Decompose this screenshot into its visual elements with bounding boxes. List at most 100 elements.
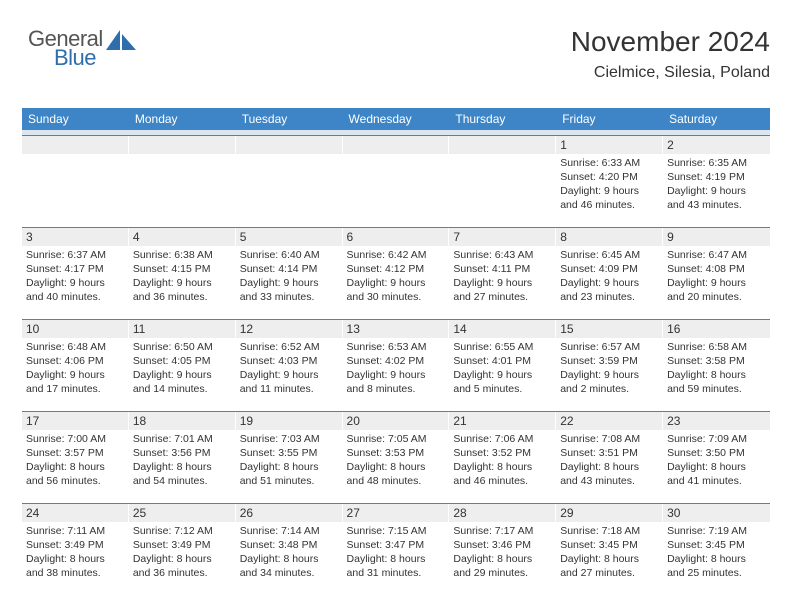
day-number: 28 — [449, 504, 556, 522]
sunrise-text: Sunrise: 6:33 AM — [560, 156, 659, 170]
sunrise-text: Sunrise: 6:47 AM — [667, 248, 766, 262]
day-number: 29 — [556, 504, 663, 522]
calendar-day: 9Sunrise: 6:47 AMSunset: 4:08 PMDaylight… — [663, 227, 770, 319]
sunrise-text: Sunrise: 6:53 AM — [347, 340, 446, 354]
calendar-day: 3Sunrise: 6:37 AMSunset: 4:17 PMDaylight… — [22, 227, 129, 319]
sail-icon — [106, 30, 140, 52]
day-content: Sunrise: 6:33 AMSunset: 4:20 PMDaylight:… — [556, 154, 663, 217]
sunset-text: Sunset: 4:14 PM — [240, 262, 339, 276]
calendar-week: 24Sunrise: 7:11 AMSunset: 3:49 PMDayligh… — [22, 503, 770, 595]
calendar-day: 6Sunrise: 6:42 AMSunset: 4:12 PMDaylight… — [343, 227, 450, 319]
calendar-day: 14Sunrise: 6:55 AMSunset: 4:01 PMDayligh… — [449, 319, 556, 411]
day-number: 23 — [663, 412, 770, 430]
calendar-week: 10Sunrise: 6:48 AMSunset: 4:06 PMDayligh… — [22, 319, 770, 411]
daylight-text: Daylight: 9 hours and 43 minutes. — [667, 184, 766, 212]
weekday-sun: Sunday — [22, 108, 129, 130]
sunset-text: Sunset: 3:45 PM — [667, 538, 766, 552]
calendar-day — [236, 135, 343, 227]
day-number: 8 — [556, 228, 663, 246]
daylight-text: Daylight: 8 hours and 31 minutes. — [347, 552, 446, 580]
day-content: Sunrise: 6:42 AMSunset: 4:12 PMDaylight:… — [343, 246, 450, 309]
daylight-text: Daylight: 8 hours and 34 minutes. — [240, 552, 339, 580]
daylight-text: Daylight: 9 hours and 5 minutes. — [453, 368, 552, 396]
calendar-day: 20Sunrise: 7:05 AMSunset: 3:53 PMDayligh… — [343, 411, 450, 503]
daylight-text: Daylight: 8 hours and 29 minutes. — [453, 552, 552, 580]
day-number: 22 — [556, 412, 663, 430]
day-content: Sunrise: 6:45 AMSunset: 4:09 PMDaylight:… — [556, 246, 663, 309]
daylight-text: Daylight: 8 hours and 46 minutes. — [453, 460, 552, 488]
day-content — [449, 154, 556, 212]
sunrise-text: Sunrise: 6:45 AM — [560, 248, 659, 262]
calendar-day: 10Sunrise: 6:48 AMSunset: 4:06 PMDayligh… — [22, 319, 129, 411]
day-content: Sunrise: 7:14 AMSunset: 3:48 PMDaylight:… — [236, 522, 343, 585]
day-number — [343, 136, 450, 154]
sunset-text: Sunset: 3:55 PM — [240, 446, 339, 460]
day-number: 24 — [22, 504, 129, 522]
day-content: Sunrise: 7:18 AMSunset: 3:45 PMDaylight:… — [556, 522, 663, 585]
calendar-day: 17Sunrise: 7:00 AMSunset: 3:57 PMDayligh… — [22, 411, 129, 503]
day-number: 4 — [129, 228, 236, 246]
day-number: 17 — [22, 412, 129, 430]
day-number — [449, 136, 556, 154]
day-content: Sunrise: 7:11 AMSunset: 3:49 PMDaylight:… — [22, 522, 129, 585]
sunrise-text: Sunrise: 7:17 AM — [453, 524, 552, 538]
calendar-day: 13Sunrise: 6:53 AMSunset: 4:02 PMDayligh… — [343, 319, 450, 411]
sunrise-text: Sunrise: 6:38 AM — [133, 248, 232, 262]
logo-text-blue: Blue — [28, 47, 103, 69]
month-title: November 2024 — [571, 26, 770, 58]
sunset-text: Sunset: 4:05 PM — [133, 354, 232, 368]
day-content: Sunrise: 7:19 AMSunset: 3:45 PMDaylight:… — [663, 522, 770, 585]
day-number: 6 — [343, 228, 450, 246]
sunset-text: Sunset: 3:56 PM — [133, 446, 232, 460]
day-content: Sunrise: 7:01 AMSunset: 3:56 PMDaylight:… — [129, 430, 236, 493]
daylight-text: Daylight: 9 hours and 36 minutes. — [133, 276, 232, 304]
day-content: Sunrise: 6:50 AMSunset: 4:05 PMDaylight:… — [129, 338, 236, 401]
sunset-text: Sunset: 3:58 PM — [667, 354, 766, 368]
day-content: Sunrise: 6:38 AMSunset: 4:15 PMDaylight:… — [129, 246, 236, 309]
day-number: 14 — [449, 320, 556, 338]
sunrise-text: Sunrise: 7:01 AM — [133, 432, 232, 446]
sunset-text: Sunset: 4:08 PM — [667, 262, 766, 276]
day-content: Sunrise: 7:00 AMSunset: 3:57 PMDaylight:… — [22, 430, 129, 493]
day-number: 2 — [663, 136, 770, 154]
calendar-day: 23Sunrise: 7:09 AMSunset: 3:50 PMDayligh… — [663, 411, 770, 503]
day-content: Sunrise: 7:03 AMSunset: 3:55 PMDaylight:… — [236, 430, 343, 493]
calendar-week: 17Sunrise: 7:00 AMSunset: 3:57 PMDayligh… — [22, 411, 770, 503]
day-content: Sunrise: 7:05 AMSunset: 3:53 PMDaylight:… — [343, 430, 450, 493]
sunrise-text: Sunrise: 7:15 AM — [347, 524, 446, 538]
weekday-sat: Saturday — [663, 108, 770, 130]
day-number: 18 — [129, 412, 236, 430]
calendar-day: 29Sunrise: 7:18 AMSunset: 3:45 PMDayligh… — [556, 503, 663, 595]
calendar-day: 30Sunrise: 7:19 AMSunset: 3:45 PMDayligh… — [663, 503, 770, 595]
day-content: Sunrise: 6:58 AMSunset: 3:58 PMDaylight:… — [663, 338, 770, 401]
daylight-text: Daylight: 9 hours and 17 minutes. — [26, 368, 125, 396]
sunrise-text: Sunrise: 6:42 AM — [347, 248, 446, 262]
sunrise-text: Sunrise: 7:19 AM — [667, 524, 766, 538]
daylight-text: Daylight: 8 hours and 48 minutes. — [347, 460, 446, 488]
daylight-text: Daylight: 9 hours and 33 minutes. — [240, 276, 339, 304]
day-number: 10 — [22, 320, 129, 338]
sunrise-text: Sunrise: 7:08 AM — [560, 432, 659, 446]
daylight-text: Daylight: 9 hours and 23 minutes. — [560, 276, 659, 304]
day-number: 5 — [236, 228, 343, 246]
day-content: Sunrise: 6:35 AMSunset: 4:19 PMDaylight:… — [663, 154, 770, 217]
sunrise-text: Sunrise: 7:03 AM — [240, 432, 339, 446]
day-number: 19 — [236, 412, 343, 430]
sunrise-text: Sunrise: 6:43 AM — [453, 248, 552, 262]
day-number: 1 — [556, 136, 663, 154]
day-number: 9 — [663, 228, 770, 246]
sunset-text: Sunset: 3:59 PM — [560, 354, 659, 368]
day-number: 27 — [343, 504, 450, 522]
calendar-week: 1Sunrise: 6:33 AMSunset: 4:20 PMDaylight… — [22, 135, 770, 227]
calendar-day: 7Sunrise: 6:43 AMSunset: 4:11 PMDaylight… — [449, 227, 556, 319]
day-number: 11 — [129, 320, 236, 338]
calendar-day: 15Sunrise: 6:57 AMSunset: 3:59 PMDayligh… — [556, 319, 663, 411]
daylight-text: Daylight: 8 hours and 36 minutes. — [133, 552, 232, 580]
day-content: Sunrise: 6:47 AMSunset: 4:08 PMDaylight:… — [663, 246, 770, 309]
day-content: Sunrise: 7:08 AMSunset: 3:51 PMDaylight:… — [556, 430, 663, 493]
daylight-text: Daylight: 9 hours and 40 minutes. — [26, 276, 125, 304]
calendar-day: 4Sunrise: 6:38 AMSunset: 4:15 PMDaylight… — [129, 227, 236, 319]
calendar-day — [343, 135, 450, 227]
day-number: 13 — [343, 320, 450, 338]
weekday-mon: Monday — [129, 108, 236, 130]
